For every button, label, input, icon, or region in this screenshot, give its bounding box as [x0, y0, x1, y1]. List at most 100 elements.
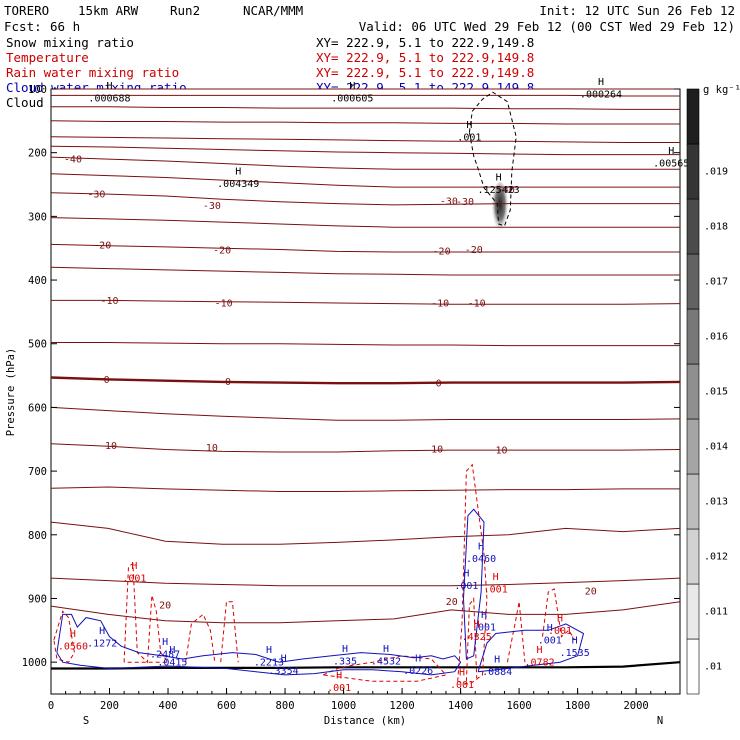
isotherm-label: 10 [206, 443, 218, 454]
cloud-water-h: H [481, 610, 487, 621]
rain-label: .001 [484, 584, 508, 595]
colorbar-tick-label: .012 [704, 552, 728, 563]
cloud-water-h: H [281, 653, 287, 664]
isotherm-line [50, 443, 681, 453]
x-tick-label: 1000 [331, 700, 356, 712]
axes: 0 200 400 600 800 1000 1200 1400 1600 1800 2000100… [22, 84, 681, 712]
isotherm-line [50, 156, 680, 170]
colorbar-tick-label: .015 [704, 387, 728, 398]
ice-max-h: H [668, 146, 674, 157]
ice-max-h: H [106, 81, 112, 92]
y-tick-label: 300 [28, 211, 47, 223]
terrain-line [51, 661, 681, 670]
isotherm-line [51, 342, 680, 347]
cloud-water-h: H [572, 636, 578, 647]
isotherm-label: -30 [440, 197, 458, 208]
cloud-water-label: .3354 [269, 666, 299, 677]
isotherm-line [50, 601, 681, 624]
ice-max-label: .00565 [653, 158, 689, 169]
organization: NCAR/MMM [243, 3, 303, 18]
legend-name: Rain water mixing ratio [6, 65, 179, 80]
y-tick-label: 100 [28, 84, 47, 96]
isotherm-label: 20 [585, 586, 597, 597]
legend-xy: XY= 222.9, 5.1 to 222.9,149.8 [316, 35, 534, 50]
ice-max-label: .125423 [478, 185, 520, 196]
isotherm-line [50, 145, 680, 156]
x-tick-label: 400 [159, 700, 178, 712]
y-tick-label: 800 [28, 530, 47, 542]
y-tick-label: 1000 [22, 657, 47, 669]
rain-contour [542, 588, 576, 641]
x-tick-label: 600 [217, 700, 236, 712]
isotherm-label: -20 [465, 245, 483, 256]
rain-h: H [336, 671, 342, 682]
ice-max-h: H [466, 120, 472, 131]
colorbar: .01 .011 .012 .013 .014 .015 .016 .017 .018 .019 [686, 88, 728, 695]
cloud-water-contour [56, 613, 462, 676]
x-axis-title: Distance (km) [324, 715, 406, 727]
rain-contour [322, 655, 447, 682]
y-tick-label: 700 [28, 466, 47, 478]
colorbar-tick-label: .011 [704, 607, 728, 618]
rain-label: .001 [122, 574, 146, 585]
isotherm-label: 10 [431, 444, 443, 455]
rain-contour [465, 596, 478, 682]
ice-max-h: H [349, 81, 355, 92]
cloud-water-h: H [547, 623, 553, 634]
colorbar-bin [686, 143, 700, 200]
cloud-water-label: .1535 [560, 648, 590, 659]
isotherm-line [50, 217, 680, 228]
plot-frame [50, 88, 681, 695]
colorbar-tick-label: .013 [704, 497, 728, 508]
isotherm-line [51, 94, 680, 97]
isotherm-line [50, 266, 680, 276]
run-name: Run2 [170, 3, 200, 18]
endpoint-north: N [657, 715, 663, 727]
ice-max-h: H [598, 77, 604, 88]
cloud-water-h: H [99, 626, 105, 637]
y-tick-label: 900 [28, 593, 47, 605]
ice-max-label: .000688 [88, 93, 130, 104]
isotherm-line [50, 120, 680, 125]
rain-h: H [131, 561, 137, 572]
isotherm-label: -10 [100, 296, 118, 307]
colorbar-tick-label: .019 [704, 167, 728, 178]
isotherm-label: -40 [64, 155, 82, 166]
x-tick-label: 1200 [389, 700, 414, 712]
rain-h: H [493, 572, 499, 583]
y-axis-title: Pressure (hPa) [5, 348, 17, 437]
colorbar-units: g kg⁻¹ [703, 84, 740, 96]
ice-max-label: .000264 [580, 90, 622, 101]
cloud-water-h: H [494, 655, 500, 666]
x-tick-label: 2000 [623, 700, 648, 712]
legend-xy: XY= 222.9, 5.1 to 222.9,149.8 [316, 65, 534, 80]
isotherm-label: -20 [93, 241, 111, 252]
isotherm-label: -20 [213, 246, 231, 257]
fcst-label: Fcst: [4, 19, 42, 34]
cloud-water-h: H [169, 645, 175, 656]
y-tick-label: 400 [28, 275, 47, 287]
cloud-water-label: .0415 [157, 658, 187, 669]
rain-label: .001 [327, 683, 351, 694]
isotherm-label: 0 [104, 375, 110, 386]
rain-contour [220, 601, 239, 663]
rain-h: H [474, 620, 480, 631]
isotherm-label: -30 [456, 197, 474, 208]
rain-label: .001 [548, 626, 572, 637]
snow-shading [491, 182, 509, 238]
colorbar-bin [686, 638, 700, 695]
cloud-water-label: .1272 [87, 639, 117, 650]
y-tick-label: 200 [28, 148, 47, 160]
x-tick-label: 0 [48, 700, 54, 712]
cloud-water-h: H [415, 653, 421, 664]
colorbar-tick-label: .014 [704, 442, 728, 453]
cloud-water-h: H [478, 541, 484, 552]
colorbar-bin [686, 198, 700, 255]
isotherm-label: 0 [436, 379, 442, 390]
isotherm-label: 10 [105, 441, 117, 452]
cloud-water-label: .0226 [403, 666, 433, 677]
cloud-water-label: .2213 [254, 658, 284, 669]
colorbar-bin [686, 583, 700, 640]
valid-time: Valid: 06 UTC Wed 29 Feb 12 (00 CST Wed … [359, 19, 735, 34]
